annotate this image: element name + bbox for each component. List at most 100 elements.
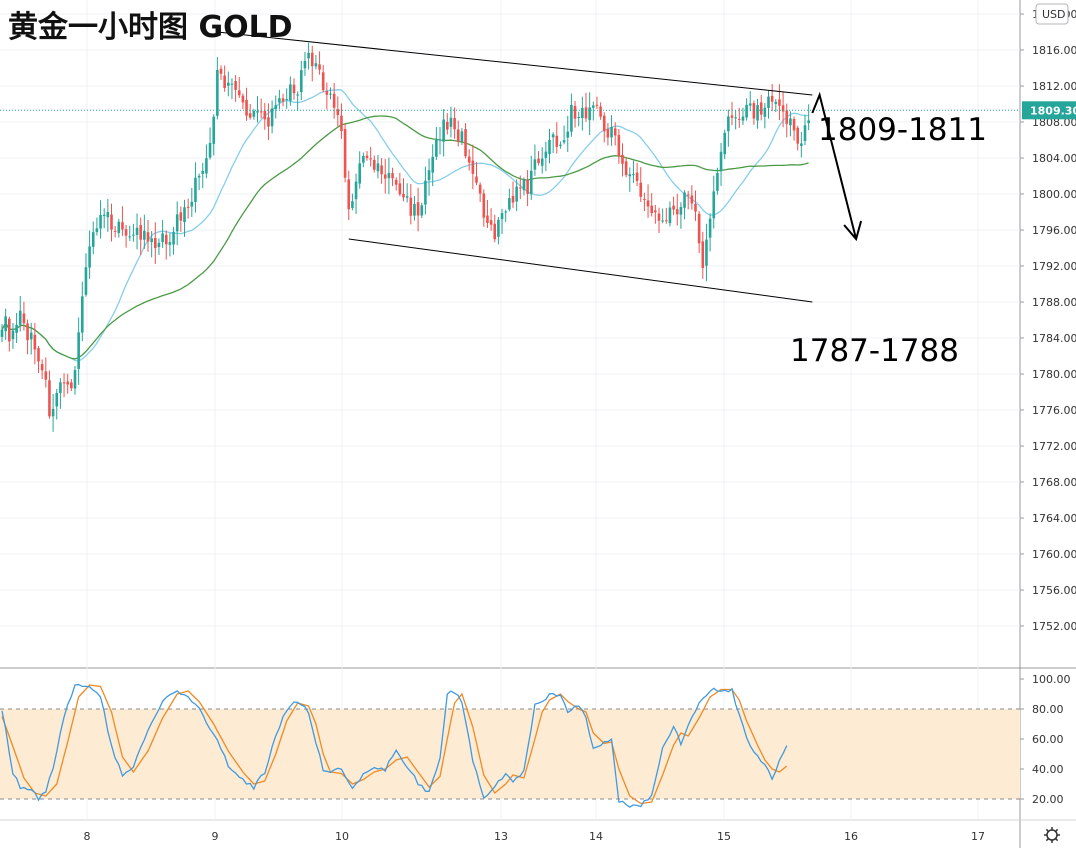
candle-body <box>358 163 361 184</box>
candle-body <box>44 371 48 380</box>
candle-body <box>321 72 325 91</box>
candle-body <box>424 180 427 205</box>
candle-body <box>756 105 759 121</box>
candle-body <box>694 203 697 212</box>
candle-body <box>212 116 215 144</box>
gear-tooth <box>1055 828 1059 832</box>
candle-body <box>643 198 646 200</box>
candle-body <box>59 382 62 394</box>
date-tick-label: 10 <box>335 830 349 843</box>
price-tick-label: 1768.00 <box>1032 476 1076 489</box>
lower-trend-line <box>348 238 813 303</box>
candle-body <box>234 81 237 90</box>
candle-body <box>405 196 409 198</box>
candle-body <box>595 104 599 106</box>
candle-body <box>778 99 781 106</box>
candle-body <box>40 364 44 371</box>
candle-body <box>774 101 778 104</box>
candle-body <box>66 381 69 385</box>
candle-body <box>617 135 621 157</box>
gear-tooth <box>1045 838 1049 842</box>
candle-body <box>219 68 223 74</box>
price-tick-label: 1772.00 <box>1032 440 1076 453</box>
candle-body <box>84 267 88 295</box>
candle-body <box>686 194 690 196</box>
candle-body <box>566 131 570 138</box>
candle-body <box>190 201 194 207</box>
candle-body <box>197 175 201 178</box>
candle-body <box>500 213 504 220</box>
candle-body <box>544 151 548 158</box>
candle-body <box>701 241 705 268</box>
price-tick-label: 1764.00 <box>1032 512 1076 525</box>
candle-body <box>252 110 256 117</box>
candle-body <box>613 128 617 136</box>
candle-body <box>88 246 91 268</box>
price-tick-label: 1776.00 <box>1032 404 1076 417</box>
candle-body <box>489 220 493 225</box>
candle-body <box>289 84 292 101</box>
price-tick-label: 1812.00 <box>1032 80 1076 93</box>
chart-title: 黄金一小时图 GOLD <box>8 10 293 45</box>
candle-body <box>807 120 810 124</box>
candle-body <box>150 238 153 243</box>
candle-body <box>37 348 40 362</box>
candle-body <box>278 98 281 103</box>
candle-body <box>205 158 208 174</box>
candle-body <box>128 236 132 238</box>
candle-body <box>478 184 482 194</box>
candle-body <box>398 183 402 195</box>
candle-body <box>380 165 383 175</box>
date-tick-label: 9 <box>212 830 219 843</box>
candle-body <box>194 177 197 203</box>
current-price-label: 1809.30 <box>1030 104 1076 117</box>
candle-body <box>741 116 745 121</box>
candle-body <box>18 310 22 325</box>
candle-body <box>759 102 763 115</box>
candle-body <box>705 239 708 266</box>
gear-tooth <box>1055 838 1059 842</box>
price-tick-label: 1760.00 <box>1032 548 1076 561</box>
candle-body <box>486 215 489 223</box>
forecast-arrow-head <box>843 220 863 242</box>
candle-body <box>394 179 398 185</box>
candle-body <box>303 61 307 69</box>
candle-body <box>347 179 351 210</box>
candle-body <box>237 90 241 96</box>
candle-body <box>274 105 278 110</box>
candle-body <box>515 186 518 202</box>
candle-body <box>770 95 774 102</box>
candle-body <box>533 159 537 170</box>
price-tick-label: 1800.00 <box>1032 188 1076 201</box>
settings-gear-icon[interactable] <box>1044 827 1060 843</box>
candle-body <box>183 207 186 223</box>
candle-body <box>781 105 785 112</box>
candle-body <box>621 154 624 164</box>
candle-body <box>800 143 803 146</box>
candle-body <box>391 173 394 179</box>
candle-body <box>577 116 580 118</box>
candle-body <box>48 380 51 417</box>
candle-body <box>723 132 726 155</box>
candle-body <box>508 198 511 210</box>
candle-body <box>223 75 226 88</box>
date-tick-label: 14 <box>589 830 603 843</box>
candle-body <box>336 109 340 116</box>
candle-body <box>511 195 515 203</box>
candle-body <box>584 107 588 119</box>
candle-body <box>555 135 559 147</box>
candle-body <box>81 296 84 333</box>
candle-body <box>413 203 416 216</box>
candle-body <box>124 229 128 236</box>
candle-body <box>624 161 628 176</box>
candle-body <box>0 329 4 337</box>
candle-body <box>708 218 712 238</box>
date-tick-label: 16 <box>844 830 858 843</box>
overbought-oversold-band <box>0 709 1020 799</box>
candle-body <box>551 134 555 138</box>
candle-body <box>154 238 157 249</box>
candle-body <box>435 138 438 157</box>
